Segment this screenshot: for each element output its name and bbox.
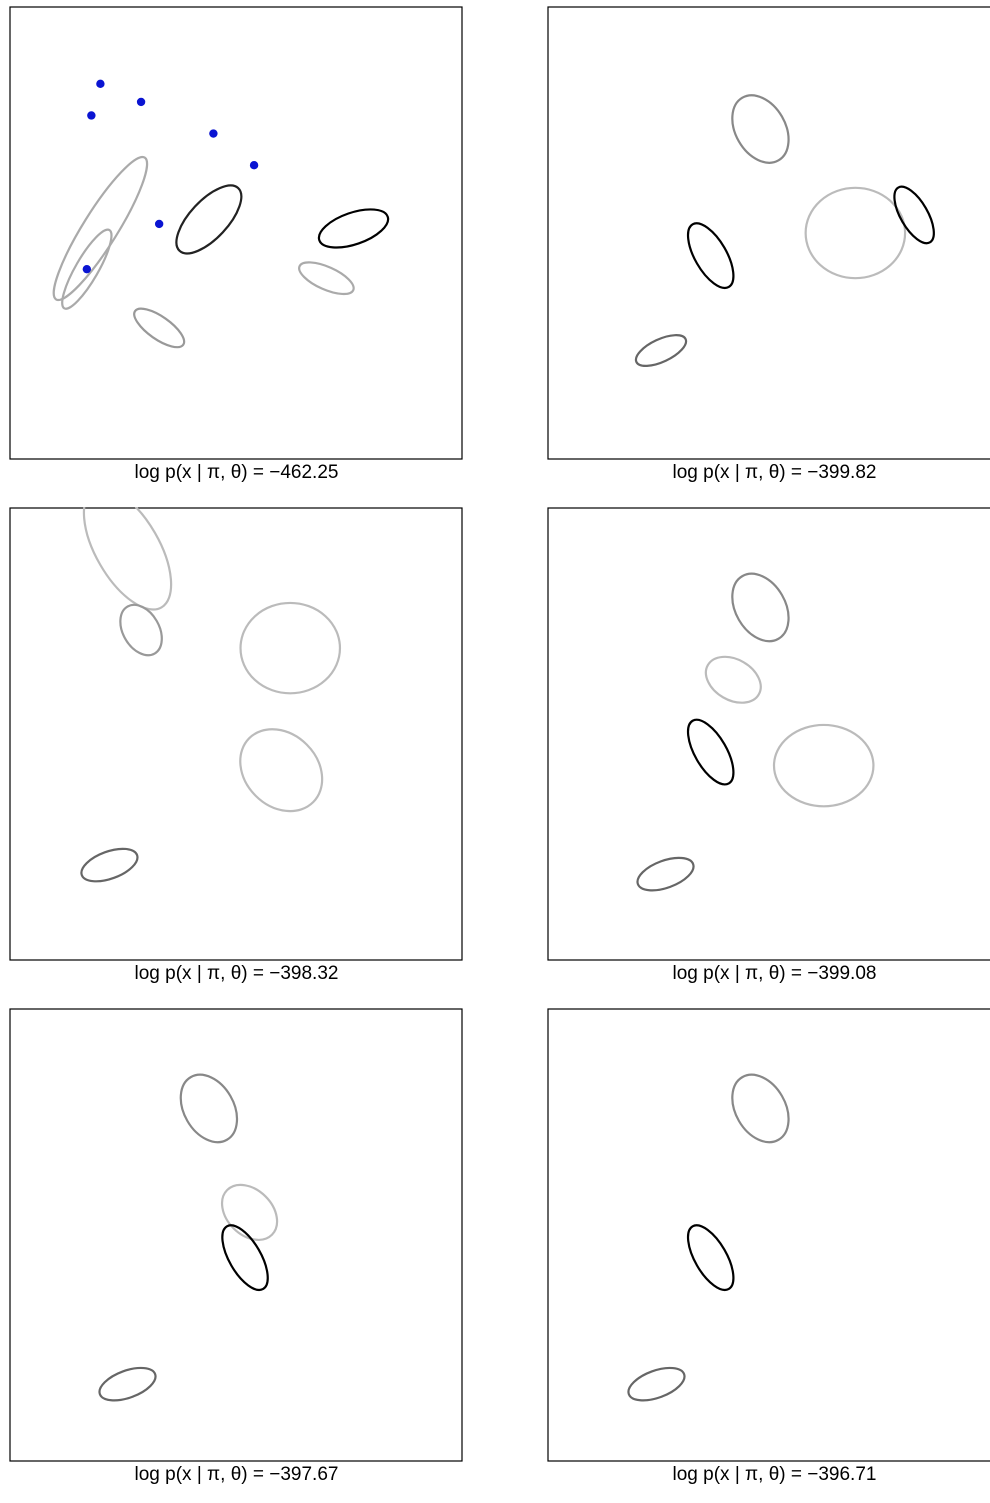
scatter-plot-3 — [9, 507, 463, 961]
scatter-plot-5 — [9, 1008, 463, 1462]
chart-panel-5: log p(x | π, θ) = −397.67 — [9, 1008, 464, 1503]
component-mean-7 — [154, 219, 164, 229]
plot-frame — [547, 507, 990, 961]
plot-frame — [547, 1008, 990, 1462]
component-ellipse-5 — [636, 856, 695, 892]
component-ellipse-4 — [98, 1366, 157, 1402]
component-mean-5 — [136, 97, 146, 107]
chart-panel-2: log p(x | π, θ) = −399.82 — [547, 6, 990, 501]
component-ellipse-1 — [82, 507, 173, 611]
component-ellipse-3 — [221, 1224, 269, 1291]
plot-frame — [9, 507, 463, 961]
chart-panel-4: log p(x | π, θ) = −399.08 — [547, 507, 990, 1002]
log-likelihood-caption-2: log p(x | π, θ) = −399.82 — [672, 462, 877, 483]
chart-panel-1: log p(x | π, θ) = −462.25 — [9, 6, 464, 501]
component-ellipse-3 — [239, 601, 342, 695]
component-ellipse-2 — [686, 1224, 735, 1291]
component-ellipse-3 — [627, 1366, 686, 1402]
component-ellipse-6 — [317, 208, 390, 249]
component-ellipse-1 — [731, 572, 790, 643]
component-ellipse-4 — [804, 186, 907, 280]
log-likelihood-caption-1: log p(x | π, θ) = −462.25 — [134, 462, 339, 483]
scatter-plot-6 — [547, 1008, 990, 1462]
component-ellipse-5 — [298, 261, 355, 296]
component-ellipse-4 — [133, 307, 186, 349]
component-ellipse-2 — [52, 155, 149, 302]
scatter-plot-2 — [547, 6, 990, 460]
plot-frame — [9, 1008, 463, 1462]
component-ellipse-2 — [220, 1183, 279, 1241]
plot-frame — [547, 6, 990, 460]
component-ellipse-4 — [772, 723, 875, 808]
component-ellipse-2 — [704, 655, 762, 704]
plot-frame — [9, 6, 463, 460]
component-ellipse-4 — [239, 728, 324, 813]
chart-panel-6: log p(x | π, θ) = −396.71 — [547, 1008, 990, 1503]
component-ellipse-5 — [80, 847, 139, 883]
component-mean-2 — [87, 111, 96, 120]
component-mean-4 — [249, 161, 259, 170]
log-likelihood-caption-6: log p(x | π, θ) = −396.71 — [672, 1464, 877, 1485]
log-likelihood-caption-3: log p(x | π, θ) = −398.32 — [134, 963, 339, 984]
component-mean-3 — [209, 129, 218, 138]
component-ellipse-3 — [686, 222, 735, 289]
log-likelihood-caption-4: log p(x | π, θ) = −399.08 — [672, 963, 877, 984]
component-mean-1 — [96, 79, 105, 89]
component-ellipse-1 — [731, 94, 790, 164]
component-ellipse-1 — [61, 228, 113, 310]
component-ellipse-5 — [893, 185, 935, 245]
component-ellipse-2 — [634, 334, 688, 367]
component-ellipse-3 — [175, 184, 243, 255]
component-ellipse-1 — [731, 1073, 790, 1144]
component-ellipse-3 — [686, 718, 735, 786]
component-ellipse-1 — [179, 1073, 239, 1144]
chart-panel-3: log p(x | π, θ) = −398.32 — [9, 507, 464, 1002]
component-mean-6 — [82, 264, 92, 274]
component-ellipse-2 — [119, 603, 163, 657]
scatter-plot-1 — [9, 6, 463, 460]
log-likelihood-caption-5: log p(x | π, θ) = −397.67 — [134, 1464, 339, 1485]
scatter-plot-4 — [547, 507, 990, 961]
